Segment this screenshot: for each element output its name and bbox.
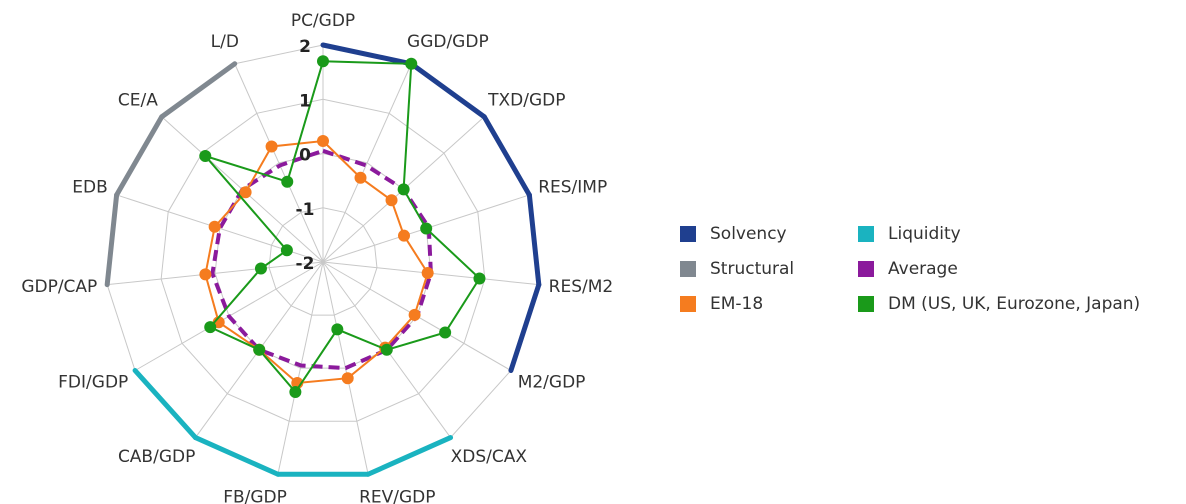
- legend-swatch: [858, 261, 874, 277]
- axis-label: REV/GDP: [359, 488, 435, 504]
- legend-swatch: [680, 261, 696, 277]
- r-tick-label: 1: [299, 91, 311, 111]
- marker: [317, 135, 329, 148]
- marker: [265, 140, 278, 153]
- marker: [239, 186, 252, 199]
- series-line: [204, 139, 429, 385]
- axis-label: FB/GDP: [223, 488, 287, 504]
- marker: [331, 323, 344, 336]
- axis-label: FDI/GDP: [58, 373, 128, 393]
- legend-swatch: [680, 296, 696, 312]
- legend-label: Structural: [710, 259, 794, 279]
- marker: [439, 326, 452, 339]
- marker: [421, 267, 434, 280]
- legend-label: DM (US, UK, Eurozone, Japan): [888, 294, 1140, 314]
- marker: [473, 272, 486, 285]
- marker: [420, 222, 433, 235]
- legend-label: Solvency: [710, 224, 787, 244]
- marker: [204, 321, 217, 334]
- marker: [385, 194, 398, 207]
- legend-swatch: [858, 226, 874, 242]
- marker: [199, 268, 212, 281]
- spoke: [322, 63, 412, 263]
- r-tick-label: -1: [296, 200, 315, 220]
- group-edge: [132, 368, 198, 441]
- legend-label: EM-18: [710, 294, 763, 314]
- marker: [281, 175, 294, 188]
- marker: [408, 308, 421, 321]
- marker: [199, 150, 212, 163]
- legend-swatch: [858, 296, 874, 312]
- marker: [289, 386, 302, 399]
- spoke: [234, 63, 324, 263]
- axis-label: GGD/GDP: [407, 32, 489, 52]
- axis-label: M2/GDP: [518, 373, 586, 393]
- legend-label: Average: [888, 259, 958, 279]
- axis-label: CE/A: [118, 91, 158, 111]
- axis-label: RES/M2: [549, 277, 614, 297]
- marker: [317, 55, 329, 68]
- grid-ring: [268, 207, 378, 316]
- axis-label: TXD/GDP: [487, 91, 565, 111]
- axis-label: GDP/CAP: [21, 277, 97, 297]
- r-tick-label: 0: [299, 146, 311, 166]
- legend-label: Liquidity: [888, 224, 961, 244]
- group-edge: [114, 114, 165, 198]
- axis-label: PC/GDP: [291, 11, 355, 31]
- marker: [354, 171, 367, 184]
- series-line: [202, 60, 481, 394]
- marker: [397, 183, 410, 196]
- r-tick-label: 2: [299, 37, 311, 57]
- group-edge: [192, 435, 281, 477]
- marker: [398, 229, 411, 242]
- axis-label: EDB: [72, 178, 108, 198]
- grid-ring: [160, 98, 486, 422]
- marker: [380, 343, 393, 356]
- axis-label: RES/IMP: [538, 178, 607, 198]
- group-edge: [365, 435, 454, 477]
- marker: [405, 57, 418, 70]
- group-edge: [481, 114, 532, 198]
- axis-label: XDS/CAX: [451, 447, 528, 467]
- marker: [254, 262, 267, 275]
- group-edge: [159, 61, 238, 120]
- marker: [280, 244, 293, 257]
- r-tick-label: -2: [296, 254, 315, 274]
- group-edge: [104, 192, 120, 288]
- axis-label: CAB/GDP: [118, 447, 195, 467]
- marker: [341, 372, 354, 385]
- marker: [253, 343, 266, 356]
- group-edge: [320, 42, 414, 67]
- group-edge: [408, 61, 487, 120]
- legend-swatch: [680, 226, 696, 242]
- group-edge: [526, 192, 542, 288]
- marker: [208, 220, 221, 233]
- group-edge: [508, 282, 542, 373]
- spoke: [107, 261, 324, 286]
- axis-label: L/D: [211, 32, 239, 52]
- spoke: [277, 261, 324, 475]
